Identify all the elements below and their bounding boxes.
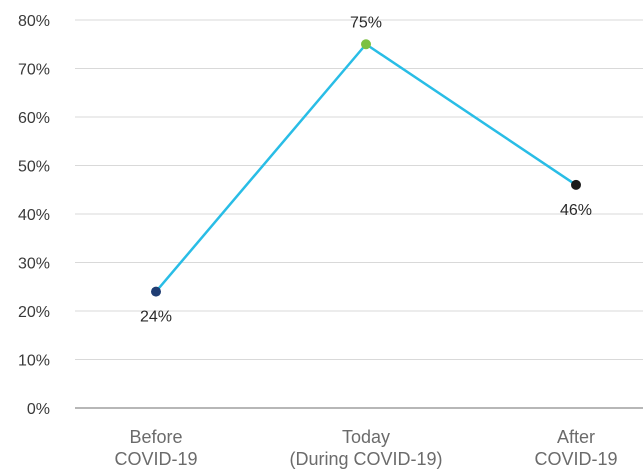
y-tick-label: 20%: [18, 304, 50, 321]
y-axis-ticks: 0% 10% 20% 30% 40% 50% 60% 70% 80%: [18, 13, 50, 418]
y-tick-label: 0%: [27, 401, 50, 418]
series-line: [155, 43, 577, 293]
x-tick-label-line: COVID-19: [114, 449, 197, 469]
data-labels: 24% 75% 46%: [140, 14, 592, 325]
x-tick-label: After COVID-19: [534, 427, 617, 469]
series: [151, 39, 581, 297]
data-label: 75%: [350, 14, 382, 31]
x-tick-label-line: COVID-19: [534, 449, 617, 469]
x-tick-label: Today (During COVID-19): [289, 427, 442, 469]
y-tick-label: 30%: [18, 256, 50, 273]
x-tick-label-line: (During COVID-19): [289, 449, 442, 469]
data-point: [151, 286, 161, 297]
data-point: [361, 39, 371, 50]
y-tick-label: 50%: [18, 159, 50, 176]
data-label: 24%: [140, 309, 172, 326]
x-tick-label-line: After: [557, 427, 595, 447]
y-tick-label: 40%: [18, 207, 50, 224]
x-tick-label: Before COVID-19: [114, 427, 197, 469]
y-tick-label: 70%: [18, 62, 50, 79]
data-point: [571, 179, 581, 190]
y-tick-label: 60%: [18, 110, 50, 127]
y-tick-label: 10%: [18, 353, 50, 370]
gridlines: [75, 19, 643, 409]
x-tick-label-line: Before: [129, 427, 182, 447]
x-tick-label-line: Today: [342, 427, 390, 447]
data-label: 46%: [560, 202, 592, 219]
y-tick-label: 80%: [18, 13, 50, 30]
